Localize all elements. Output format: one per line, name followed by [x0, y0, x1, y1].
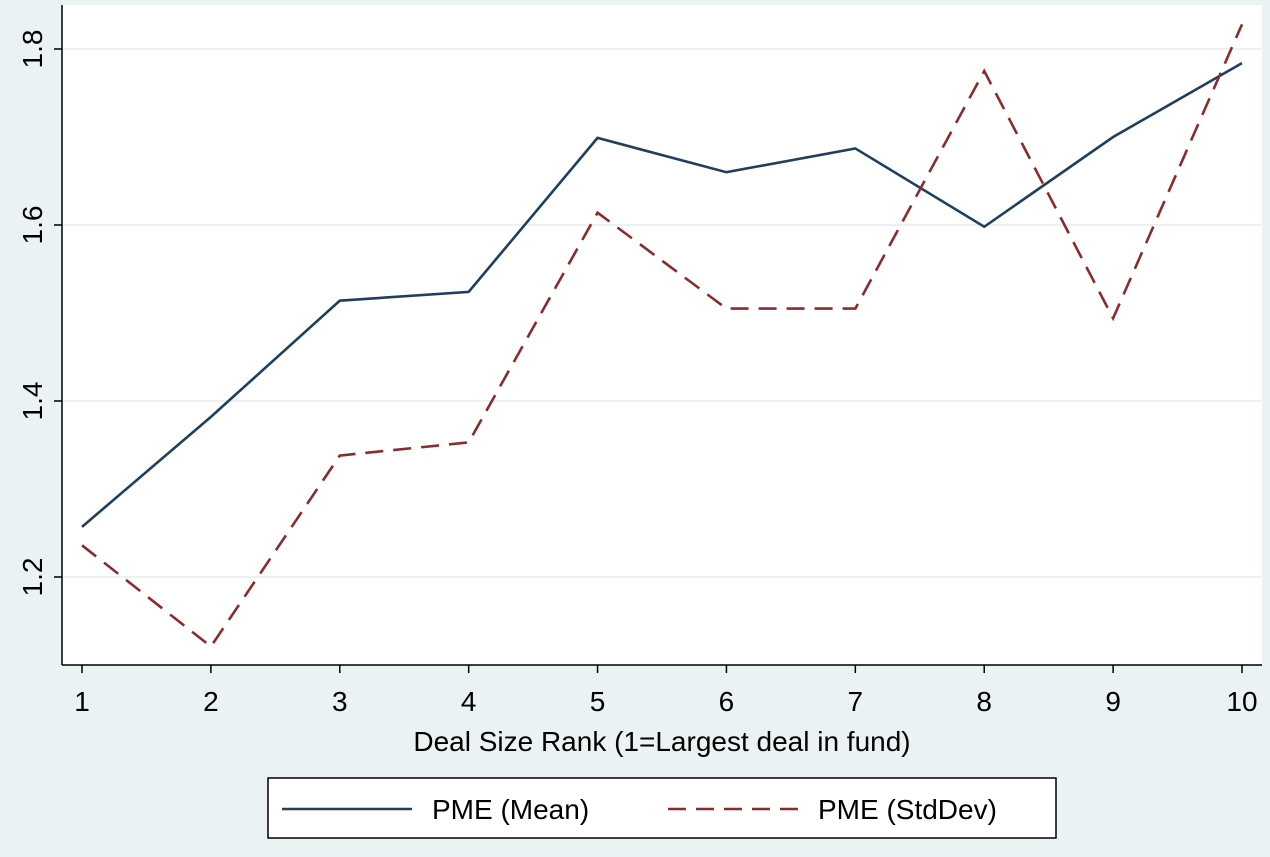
x-tick-label: 7 — [848, 686, 864, 717]
series-lines — [80, 22, 1244, 649]
data-point — [1111, 316, 1115, 320]
x-tick-label: 1 — [74, 686, 90, 717]
data-point — [338, 299, 342, 303]
y-tick-label: 1.2 — [17, 558, 48, 597]
legend-label: PME (Mean) — [432, 794, 589, 825]
series-line-pme-mean — [81, 61, 1243, 528]
x-tick-label: 2 — [203, 686, 219, 717]
y-tick-label: 1.6 — [17, 206, 48, 245]
x-tick-label: 3 — [332, 686, 348, 717]
y-axis: 1.2 1.4 1.6 1.8 — [17, 30, 62, 597]
plot-area — [62, 5, 1262, 665]
x-tick-label: 5 — [590, 686, 606, 717]
data-point — [209, 415, 213, 419]
data-point — [1111, 135, 1115, 139]
data-point — [724, 170, 728, 174]
x-axis-label: Deal Size Rank (1=Largest deal in fund) — [413, 726, 910, 757]
data-point — [80, 543, 84, 547]
data-point — [596, 136, 600, 140]
data-point — [209, 645, 213, 649]
x-tick-label: 4 — [461, 686, 477, 717]
y-tick-label: 1.4 — [17, 382, 48, 421]
legend-items: PME (Mean) PME (StdDev) — [282, 794, 997, 825]
series-line-pme-stddev — [81, 23, 1244, 649]
x-tick-label: 9 — [1105, 686, 1121, 717]
data-point — [982, 69, 986, 73]
data-point — [467, 290, 471, 294]
legend-label: PME (StdDev) — [818, 794, 997, 825]
x-axis: 1 2 3 4 5 6 7 8 9 10 — [74, 665, 1258, 717]
data-point — [338, 454, 342, 458]
data-point — [724, 307, 728, 311]
x-tick-label: 8 — [976, 686, 992, 717]
x-tick-label: 10 — [1226, 686, 1257, 717]
data-point — [982, 225, 986, 229]
data-point — [80, 525, 84, 529]
data-point — [1240, 22, 1244, 26]
data-point — [853, 146, 857, 150]
data-point — [1240, 61, 1244, 65]
data-point — [853, 307, 857, 311]
data-point — [467, 440, 471, 444]
x-tick-label: 6 — [719, 686, 735, 717]
grid-lines — [62, 48, 1262, 578]
y-tick-label: 1.8 — [17, 30, 48, 69]
legend: PME (Mean) PME (StdDev) — [267, 777, 1057, 839]
data-point — [596, 211, 600, 215]
